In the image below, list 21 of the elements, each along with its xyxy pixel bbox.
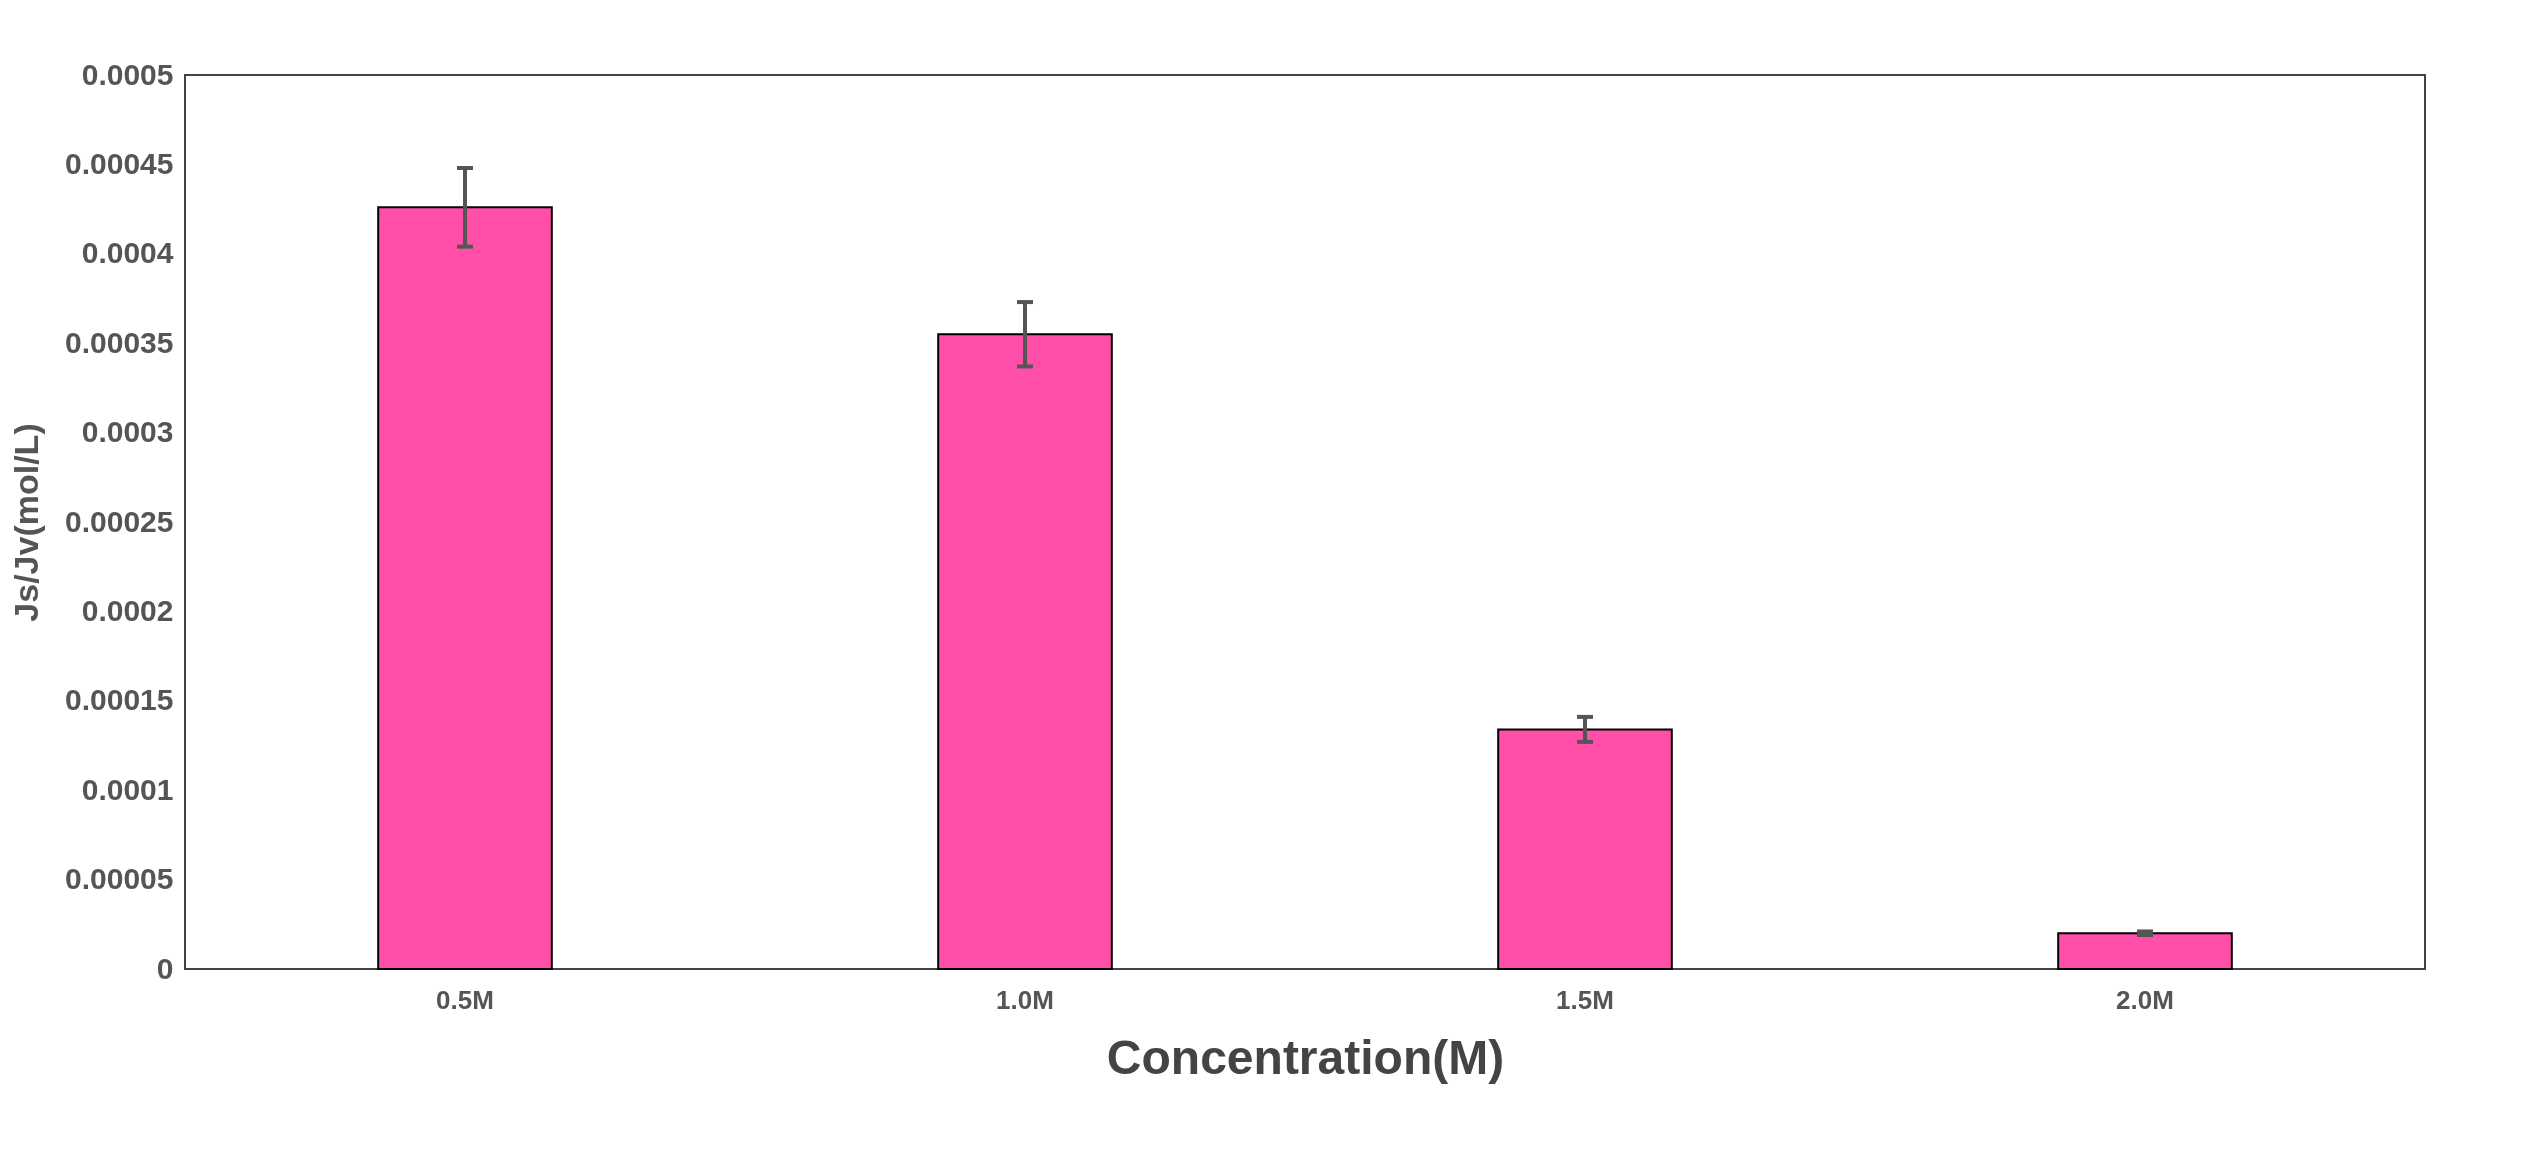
x-axis-title: Concentration(M)	[1106, 1030, 1505, 1084]
y-tick-label: 0	[156, 951, 174, 985]
x-tick-label: 2.0M	[2116, 984, 2174, 1015]
bar	[937, 333, 1113, 970]
x-tick-label: 0.5M	[436, 984, 494, 1015]
y-tick-label: 0.00035	[65, 325, 174, 359]
y-tick-label: 0.0005	[81, 57, 174, 91]
y-axis-title: Js/Jv(mol/L)	[7, 423, 46, 622]
bar	[2057, 932, 2233, 970]
y-tick-label: 0.0001	[81, 772, 174, 806]
y-tick-label: 0.00015	[65, 683, 174, 717]
y-tick-label: 0.00025	[65, 504, 174, 538]
x-tick-label: 1.5M	[1556, 984, 1614, 1015]
y-tick-label: 0.0003	[81, 415, 174, 449]
bar	[377, 206, 553, 970]
y-tick-label: 0.0002	[81, 593, 174, 627]
x-tick-label: 1.0M	[996, 984, 1054, 1015]
y-tick-label: 0.00045	[65, 146, 174, 180]
y-tick-label: 0.0004	[81, 236, 174, 270]
bar	[1497, 728, 1673, 970]
y-tick-label: 0.00005	[65, 862, 174, 896]
